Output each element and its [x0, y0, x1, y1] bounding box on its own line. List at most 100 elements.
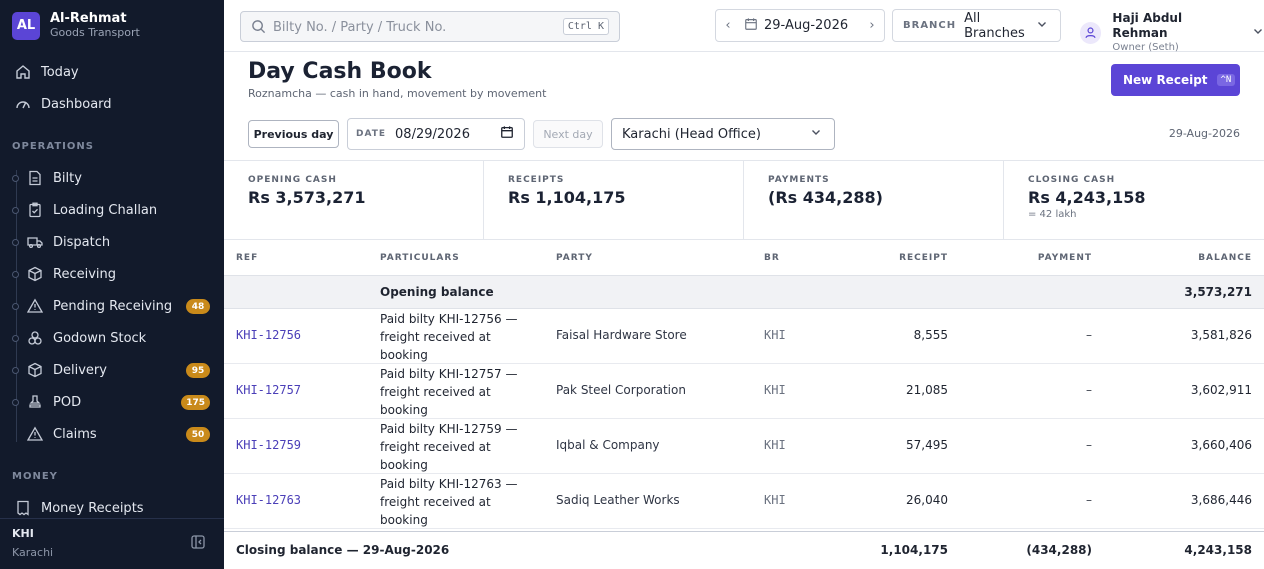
nav-item-dispatch[interactable]: Dispatch	[0, 226, 224, 258]
stat-receipts: RECEIPTS Rs 1,104,175	[484, 161, 744, 240]
truck-icon	[26, 233, 44, 251]
ref-link[interactable]: KHI-12756	[236, 328, 302, 342]
brand-logo: AL	[12, 11, 40, 40]
branch-selector[interactable]: BRANCH All Branches	[892, 9, 1061, 42]
gauge-icon	[14, 95, 32, 113]
stat-payments: PAYMENTS (Rs 434,288)	[744, 161, 1004, 240]
table-header: REF PARTICULARS PARTY BR RECEIPT PAYMENT…	[224, 240, 1264, 276]
branch-cell: KHI	[764, 493, 786, 507]
warning-icon	[26, 425, 44, 443]
opening-label: Opening balance	[380, 285, 494, 299]
sidebar: AL Al-Rehmat Goods Transport Today Dashb…	[0, 0, 224, 569]
party-cell: Faisal Hardware Store	[556, 328, 687, 342]
particulars-cell: Paid bilty KHI-12757 — freight received …	[380, 367, 518, 417]
ref-link[interactable]: KHI-12763	[236, 493, 302, 507]
previous-day-button[interactable]: Previous day	[248, 120, 339, 148]
opening-balance-row: Opening balance 3,573,271	[224, 276, 1264, 309]
report-date: 29-Aug-2026	[1168, 127, 1240, 140]
column-header-balance[interactable]: BALANCE	[1198, 253, 1252, 263]
nav-item-money-receipts[interactable]: Money Receipts	[0, 492, 224, 516]
table-row[interactable]: KHI-12759 Paid bilty KHI-12759 — freight…	[224, 419, 1264, 474]
nav-section-money: MONEY	[12, 471, 58, 482]
tree-dot	[12, 271, 19, 278]
user-avatar-icon	[1080, 21, 1102, 44]
column-header-receipt[interactable]: RECEIPT	[899, 253, 948, 263]
chevron-down-icon	[810, 126, 822, 142]
branch-code: KHI	[12, 527, 34, 540]
tree-dot	[12, 175, 19, 182]
page-subtitle: Roznamcha — cash in hand, movement by mo…	[248, 87, 547, 100]
branch-city: Karachi	[12, 546, 54, 559]
nav-item-loading-challan[interactable]: Loading Challan	[0, 194, 224, 226]
receipt-cell: 8,555	[913, 328, 948, 342]
nav-item-bilty[interactable]: Bilty	[0, 162, 224, 194]
payment-cell: –	[1086, 493, 1092, 507]
user-name: Haji Abdul Rehman	[1112, 11, 1183, 40]
table-row[interactable]: KHI-12757 Paid bilty KHI-12757 — freight…	[224, 364, 1264, 419]
cash-book-table: REF PARTICULARS PARTY BR RECEIPT PAYMENT…	[224, 240, 1264, 529]
stat-label: RECEIPTS	[508, 175, 565, 185]
nav-item-claims[interactable]: Claims 50	[0, 418, 224, 450]
ref-link[interactable]: KHI-12759	[236, 438, 302, 452]
column-header-br[interactable]: BR	[764, 253, 780, 263]
branch-cell: KHI	[764, 438, 786, 452]
payment-cell: –	[1086, 383, 1092, 397]
closing-payment-total: (434,288)	[1026, 543, 1092, 557]
table-row[interactable]: KHI-12756 Paid bilty KHI-12756 — freight…	[224, 309, 1264, 364]
stat-opening-cash: OPENING CASH Rs 3,573,271	[224, 161, 484, 240]
ref-link[interactable]: KHI-12757	[236, 383, 302, 397]
column-header-party[interactable]: PARTY	[556, 253, 593, 263]
nav-item-delivery[interactable]: Delivery 95	[0, 354, 224, 386]
particulars-cell: Paid bilty KHI-12763 — freight received …	[380, 477, 518, 527]
search-box[interactable]: Ctrl K	[240, 11, 620, 42]
search-input[interactable]	[273, 18, 553, 36]
column-header-ref[interactable]: REF	[236, 253, 259, 263]
payment-cell: –	[1086, 328, 1092, 342]
nav-item-pending-receiving[interactable]: Pending Receiving 48	[0, 290, 224, 322]
collapse-sidebar-icon[interactable]	[190, 534, 206, 550]
receipt-cell: 57,495	[906, 438, 948, 452]
column-header-particulars[interactable]: PARTICULARS	[380, 253, 460, 263]
opening-balance: 3,573,271	[1184, 285, 1252, 299]
nav-label: Claims	[53, 426, 97, 442]
sidebar-footer: KHI Karachi	[0, 518, 224, 569]
date-field-value: 08/29/2026	[395, 126, 470, 142]
chevron-left-icon[interactable]: ‹	[725, 18, 731, 33]
nav-label: Money Receipts	[41, 500, 144, 516]
balance-cell: 3,581,826	[1190, 328, 1252, 342]
branch-cell: KHI	[764, 328, 786, 342]
new-receipt-button[interactable]: New Receipt ^N	[1111, 64, 1240, 96]
balance-cell: 3,602,911	[1190, 383, 1252, 397]
party-cell: Pak Steel Corporation	[556, 383, 686, 397]
user-menu[interactable]: Haji Abdul Rehman Owner (Seth)	[1080, 11, 1264, 54]
nav-item-dashboard[interactable]: Dashboard	[0, 88, 224, 120]
chevron-down-icon	[1252, 25, 1264, 41]
stat-closing-cash: CLOSING CASH Rs 4,243,158 = 42 lakh	[1004, 161, 1264, 240]
brand[interactable]: AL Al-Rehmat Goods Transport	[12, 11, 140, 40]
brand-subtitle: Goods Transport	[50, 26, 140, 39]
search-icon	[251, 19, 266, 38]
closing-balance-row: Closing balance — 29-Aug-2026 1,104,175 …	[224, 531, 1264, 569]
nav-item-godown-stock[interactable]: Godown Stock	[0, 322, 224, 354]
column-header-payment[interactable]: PAYMENT	[1037, 253, 1092, 263]
nav-item-today[interactable]: Today	[0, 56, 224, 88]
nav-label: Delivery	[53, 362, 107, 378]
nav-item-receiving[interactable]: Receiving	[0, 258, 224, 290]
count-badge: 175	[181, 395, 210, 410]
date-picker[interactable]: ‹ 29-Aug-2026 ›	[715, 9, 885, 42]
brand-name: Al-Rehmat	[50, 11, 127, 26]
summary-stats: OPENING CASH Rs 3,573,271 RECEIPTS Rs 1,…	[224, 160, 1264, 240]
next-day-button[interactable]: Next day	[533, 120, 603, 148]
calendar-icon[interactable]	[500, 125, 514, 143]
receipt-icon	[14, 499, 32, 516]
document-icon	[26, 169, 44, 187]
user-role: Owner (Seth)	[1112, 42, 1179, 53]
nav-label: POD	[53, 394, 82, 410]
branch-select[interactable]: Karachi (Head Office)	[611, 118, 835, 150]
new-receipt-shortcut: ^N	[1216, 74, 1236, 86]
chevron-right-icon[interactable]: ›	[869, 18, 875, 33]
nav-item-pod[interactable]: POD 175	[0, 386, 224, 418]
balance-cell: 3,686,446	[1190, 493, 1252, 507]
table-row[interactable]: KHI-12763 Paid bilty KHI-12763 — freight…	[224, 474, 1264, 529]
date-field[interactable]: DATE 08/29/2026	[347, 118, 525, 150]
